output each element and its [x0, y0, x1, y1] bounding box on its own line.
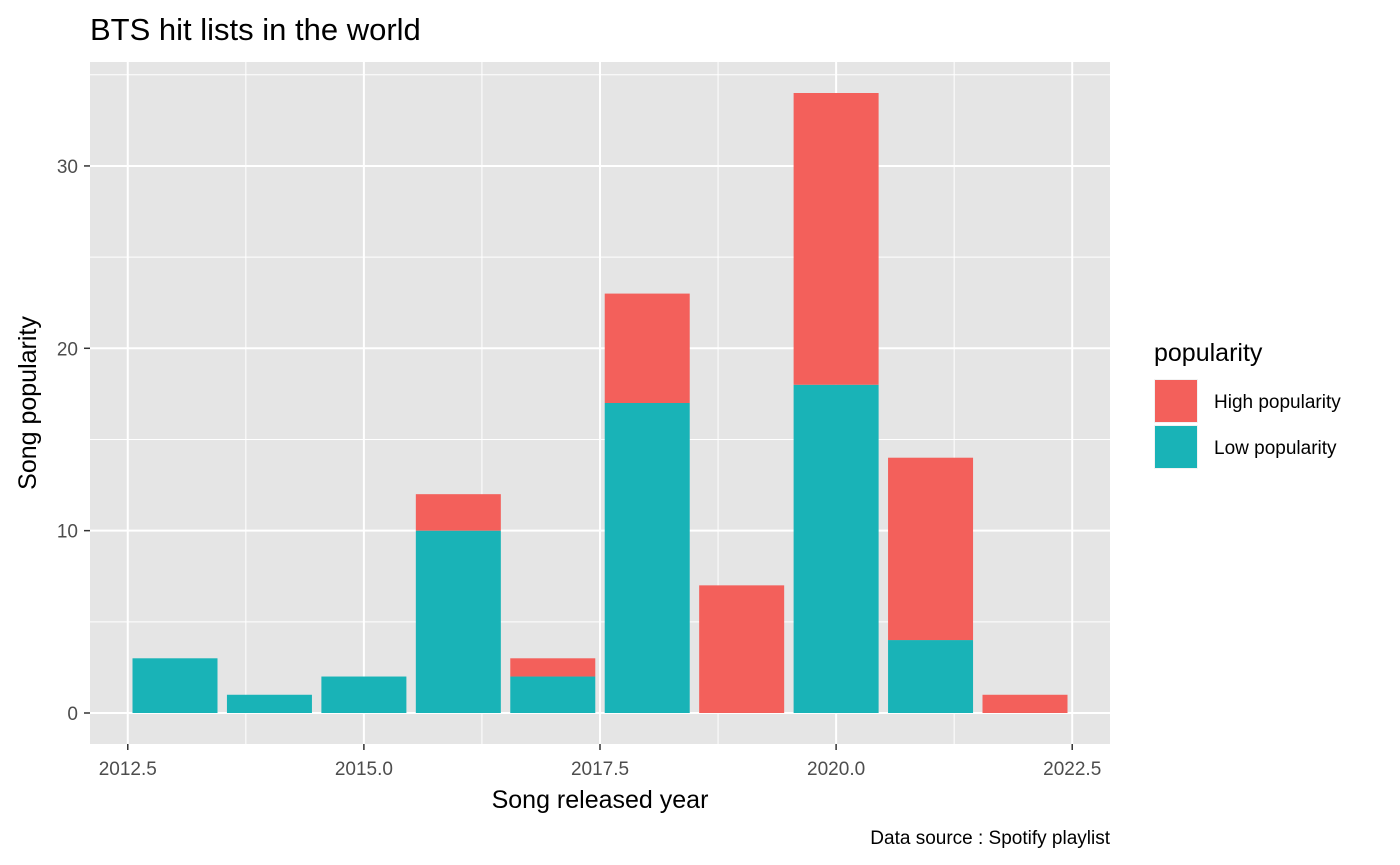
legend-label: Low popularity [1214, 438, 1337, 459]
chart-title: BTS hit lists in the world [90, 12, 421, 47]
bar-low-popularity [793, 384, 879, 713]
legend-title: popularity [1154, 339, 1263, 367]
legend: popularity High popularity Low popularity [1154, 339, 1341, 469]
x-tick-label: 2015.0 [335, 759, 393, 780]
legend-swatch-low [1155, 426, 1197, 468]
bar-high-popularity [510, 658, 596, 677]
bar-high-popularity [699, 585, 785, 713]
y-tick-label: 20 [57, 339, 78, 360]
bar-high-popularity [415, 494, 501, 531]
bar-low-popularity [510, 676, 596, 713]
x-tick-label: 2020.0 [807, 759, 865, 780]
bar-low-popularity [226, 694, 312, 713]
bar-low-popularity [888, 640, 974, 713]
y-tick-label: 30 [57, 157, 78, 178]
y-tick-label: 0 [67, 704, 78, 725]
legend-swatch-high [1155, 380, 1197, 422]
x-tick-label: 2017.5 [571, 759, 629, 780]
y-axis-title: Song popularity [14, 316, 42, 490]
legend-label: High popularity [1214, 392, 1341, 413]
bar-low-popularity [321, 676, 407, 713]
caption: Data source : Spotify playlist [870, 828, 1110, 849]
x-axis-title: Song released year [492, 786, 709, 814]
bar-low-popularity [604, 403, 690, 713]
bar-high-popularity [888, 457, 974, 641]
grid-lines [90, 62, 1110, 744]
bar-low-popularity [132, 658, 218, 713]
y-tick-label: 10 [57, 522, 78, 543]
x-tick-label: 2022.5 [1043, 759, 1101, 780]
bar-low-popularity [415, 530, 501, 713]
bars [132, 93, 1068, 713]
bar-high-popularity [604, 293, 690, 403]
x-tick-label: 2012.5 [99, 759, 157, 780]
axes: 2012.5 2015.0 2017.5 2020.0 2022.5 0 10 20 30 [57, 157, 1101, 780]
bar-high-popularity [793, 93, 879, 385]
bar-high-popularity [982, 694, 1068, 713]
